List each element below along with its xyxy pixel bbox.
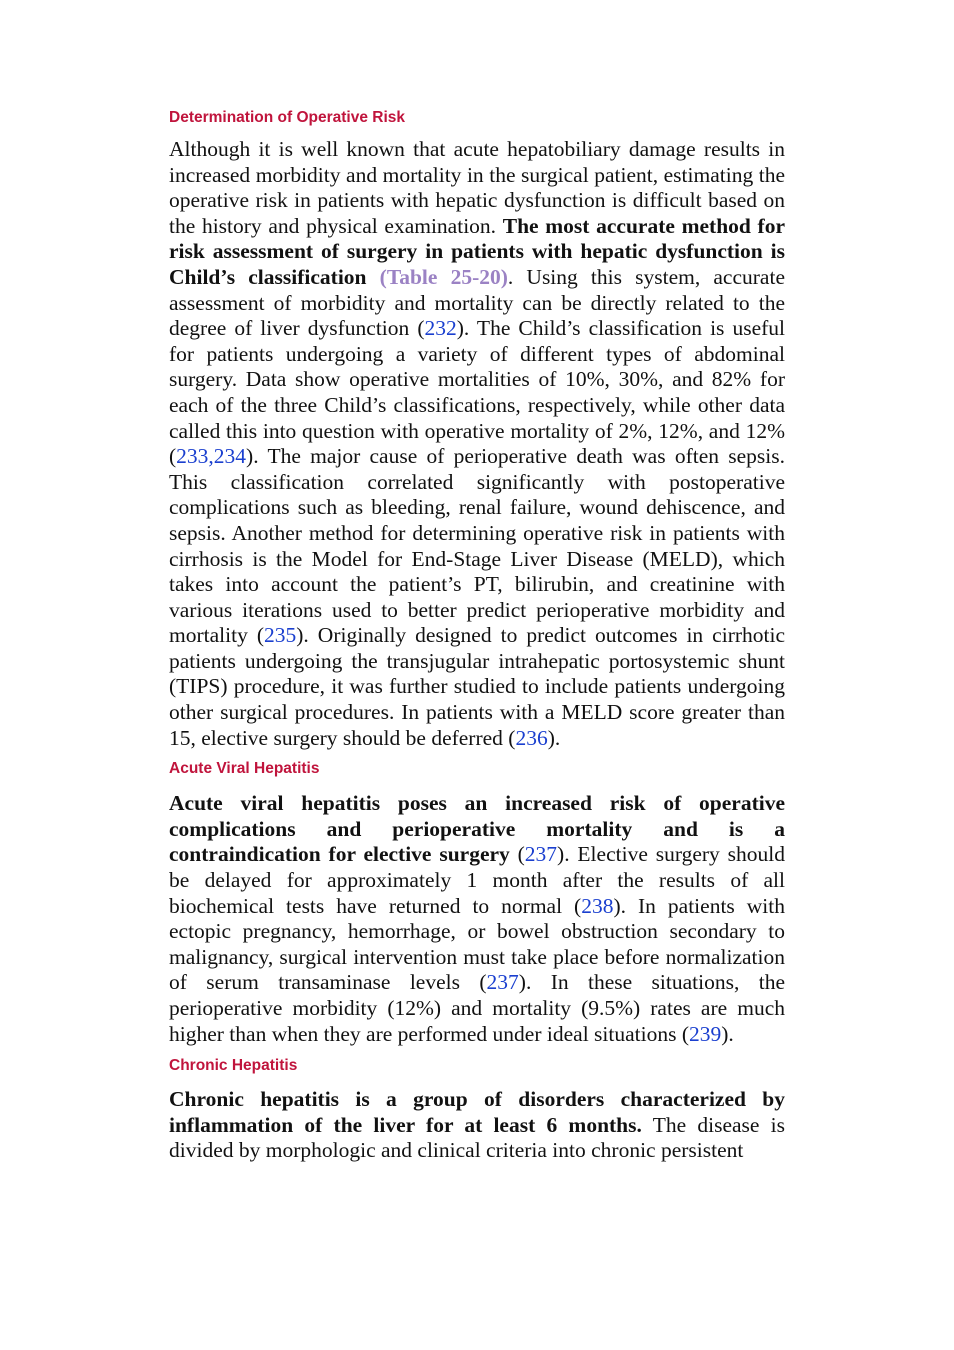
text-run: ). (547, 725, 561, 750)
text-run: . Using this system, accurate assessment… (169, 264, 785, 341)
citation-separator: , (208, 444, 214, 469)
paragraph-operative-risk: Although it is well known that acute hep… (169, 137, 785, 751)
text-run: ). Elective surgery should be delayed fo… (169, 842, 785, 918)
text-run: ( (509, 842, 525, 867)
bold-statement: The most accurate method for risk assess… (169, 213, 786, 289)
table-reference-link[interactable]: (Table 25-20) (379, 264, 508, 289)
section-heading-operative-risk: Determination of Operative Risk (169, 109, 406, 126)
text-run: ). The major cause of perioperative deat… (169, 444, 785, 648)
citation-link-238[interactable]: 238 (581, 893, 614, 918)
citation-link-235[interactable]: 235 (264, 623, 297, 648)
citation-link-232[interactable]: 232 (424, 316, 457, 341)
text-run: Although it is well known that acute hep… (169, 137, 785, 238)
text-run: ). (721, 1021, 734, 1046)
citation-link-237[interactable]: 237 (486, 970, 519, 995)
text-run: ). The Child’s classification is useful … (169, 316, 786, 469)
text-run: ). Originally designed to predict outcom… (169, 623, 786, 750)
section-heading-chronic-hepatitis: Chronic Hepatitis (169, 1057, 298, 1075)
citation-link-233[interactable]: 233 (176, 444, 209, 469)
bold-statement: Chronic hepatitis is a group of disorder… (169, 1087, 785, 1137)
citation-link-239[interactable]: 239 (689, 1021, 722, 1046)
document-page: Determination of Operative Risk Although… (169, 108, 785, 1164)
paragraph-acute-viral-hepatitis: Acute viral hepatitis poses an increased… (169, 791, 785, 1047)
citation-link-237[interactable]: 237 (524, 842, 558, 867)
citation-link-234[interactable]: 234 (213, 444, 247, 469)
bold-statement: Acute viral hepatitis poses an increased… (169, 791, 785, 867)
text-run: ). In patients with ectopic pregnancy, h… (169, 893, 785, 995)
paragraph-chronic-hepatitis: Chronic hepatitis is a group of disorder… (169, 1087, 785, 1164)
text-run: The disease is divided by morphologic an… (169, 1112, 785, 1163)
text-run: ). In these situations, the perioperativ… (169, 970, 785, 1046)
section-heading-acute-viral-hepatitis: Acute Viral Hepatitis (169, 760, 320, 778)
citation-link-236[interactable]: 236 (515, 725, 548, 750)
